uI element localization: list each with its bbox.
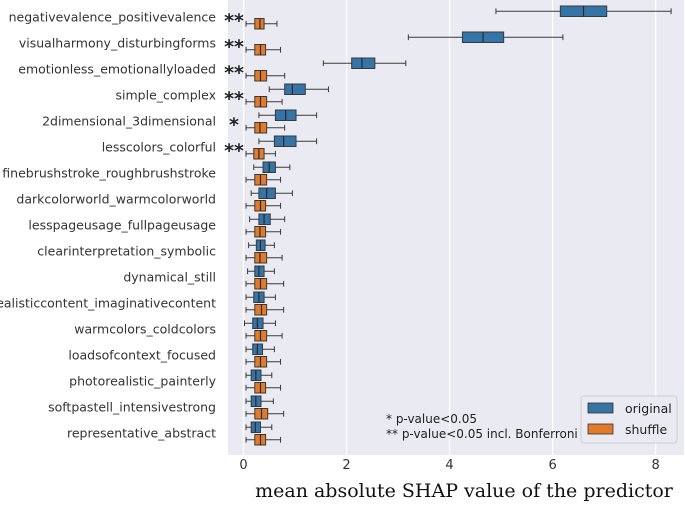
box-iqr	[254, 304, 268, 316]
x-tick-label: 8	[652, 458, 660, 473]
significance-star: *	[229, 114, 239, 136]
box-original	[248, 239, 275, 251]
box-shuffle	[245, 408, 285, 420]
legend-swatch-original	[587, 402, 614, 414]
box-iqr	[284, 83, 306, 95]
y-tick-label: lesscolors_colorful	[102, 140, 216, 155]
gridlines	[242, 0, 657, 455]
y-tick-label: clearinterpretation_symbolic	[37, 244, 216, 259]
box-original	[245, 369, 273, 381]
x-tick-label: 4	[445, 458, 453, 473]
box-shuffle	[245, 200, 282, 212]
x-axis-ticks: 0 2 4 6 8	[239, 458, 659, 473]
y-tick-label: emotionless_emotionallyloaded	[18, 62, 216, 77]
box-iqr	[273, 135, 297, 147]
box-original	[322, 57, 407, 69]
y-tick-label: photorealistic_painterly	[69, 374, 216, 389]
y-tick-label: visualharmony_disturbingforms	[19, 36, 216, 51]
box-iqr	[254, 122, 268, 134]
x-tick-label: 2	[342, 458, 350, 473]
box-original	[245, 291, 276, 303]
y-tick-label: realisticcontent_imaginativecontent	[0, 296, 216, 311]
y-tick-label: 2dimensional_3dimensional	[42, 114, 216, 129]
y-tick-label: simple_complex	[116, 88, 216, 103]
box-shuffle	[245, 70, 286, 82]
y-tick-label: softpastell_intensivestrong	[48, 400, 216, 415]
significance-star: **	[224, 140, 244, 162]
significance-star: **	[224, 10, 244, 32]
box-shuffle	[245, 278, 285, 290]
box-original	[245, 343, 275, 355]
note-single-star: * p-value<0.05	[386, 412, 477, 426]
box-original	[249, 213, 286, 225]
box-shuffle	[245, 44, 282, 56]
y-tick-label: darkcolorworld_warmcolorworld	[16, 192, 216, 207]
box-original	[268, 83, 329, 95]
box-shuffle	[245, 122, 286, 134]
box-shuffle	[245, 330, 283, 342]
significance-star: **	[224, 36, 244, 58]
legend-label-shuffle: shuffle	[625, 422, 667, 437]
significance-star: **	[224, 88, 244, 110]
box-iqr	[254, 252, 268, 264]
note-double-star: ** p-value<0.05 incl. Bonferroni	[386, 427, 578, 441]
y-tick-label: finebrushstroke_roughbrushstroke	[2, 166, 216, 181]
box-original	[250, 187, 293, 199]
box-original	[243, 317, 276, 329]
box-original	[495, 5, 672, 17]
legend-label-original: original	[625, 401, 672, 416]
box-original	[247, 265, 275, 277]
y-axis-labels: negativevalence_positivevalence visualhar…	[0, 10, 217, 441]
box-shuffle	[245, 174, 282, 186]
box-shuffle	[245, 304, 285, 316]
box-original	[407, 31, 564, 43]
legend-swatch-shuffle	[587, 423, 614, 435]
x-axis-title: mean absolute SHAP value of the predicto…	[255, 480, 674, 502]
box-original	[245, 395, 274, 407]
box-shuffle	[245, 96, 283, 108]
box-shuffle	[245, 252, 283, 264]
y-tick-label: dynamical_still	[123, 270, 216, 285]
box-original	[253, 161, 291, 173]
x-tick-label: 0	[239, 458, 247, 473]
y-tick-label: loadsofcontext_focused	[68, 348, 216, 363]
box-shuffle	[245, 148, 276, 160]
box-original	[258, 135, 318, 147]
plot-background	[228, 0, 684, 455]
box-iqr	[351, 57, 376, 69]
box-shuffle	[245, 18, 278, 30]
y-tick-label: negativevalence_positivevalence	[9, 10, 217, 25]
y-tick-label: representative_abstract	[67, 426, 216, 441]
significance-note: * p-value<0.05 ** p-value<0.05 incl. Bon…	[386, 412, 578, 441]
box-original	[245, 421, 273, 433]
legend: original shuffle	[580, 395, 678, 444]
y-tick-label: warmcolors_coldcolors	[74, 322, 216, 337]
box-shuffle	[245, 382, 282, 394]
box-original	[258, 109, 318, 121]
box-shuffle	[245, 434, 282, 446]
x-tick-label: 6	[548, 458, 556, 473]
y-tick-label: lesspageusage_fullpageusage	[28, 218, 216, 233]
box-shuffle	[245, 356, 282, 368]
box-series	[243, 5, 672, 446]
significance-star: **	[224, 62, 244, 84]
significance-markers: ***********	[224, 10, 244, 162]
box-shuffle	[245, 226, 282, 238]
